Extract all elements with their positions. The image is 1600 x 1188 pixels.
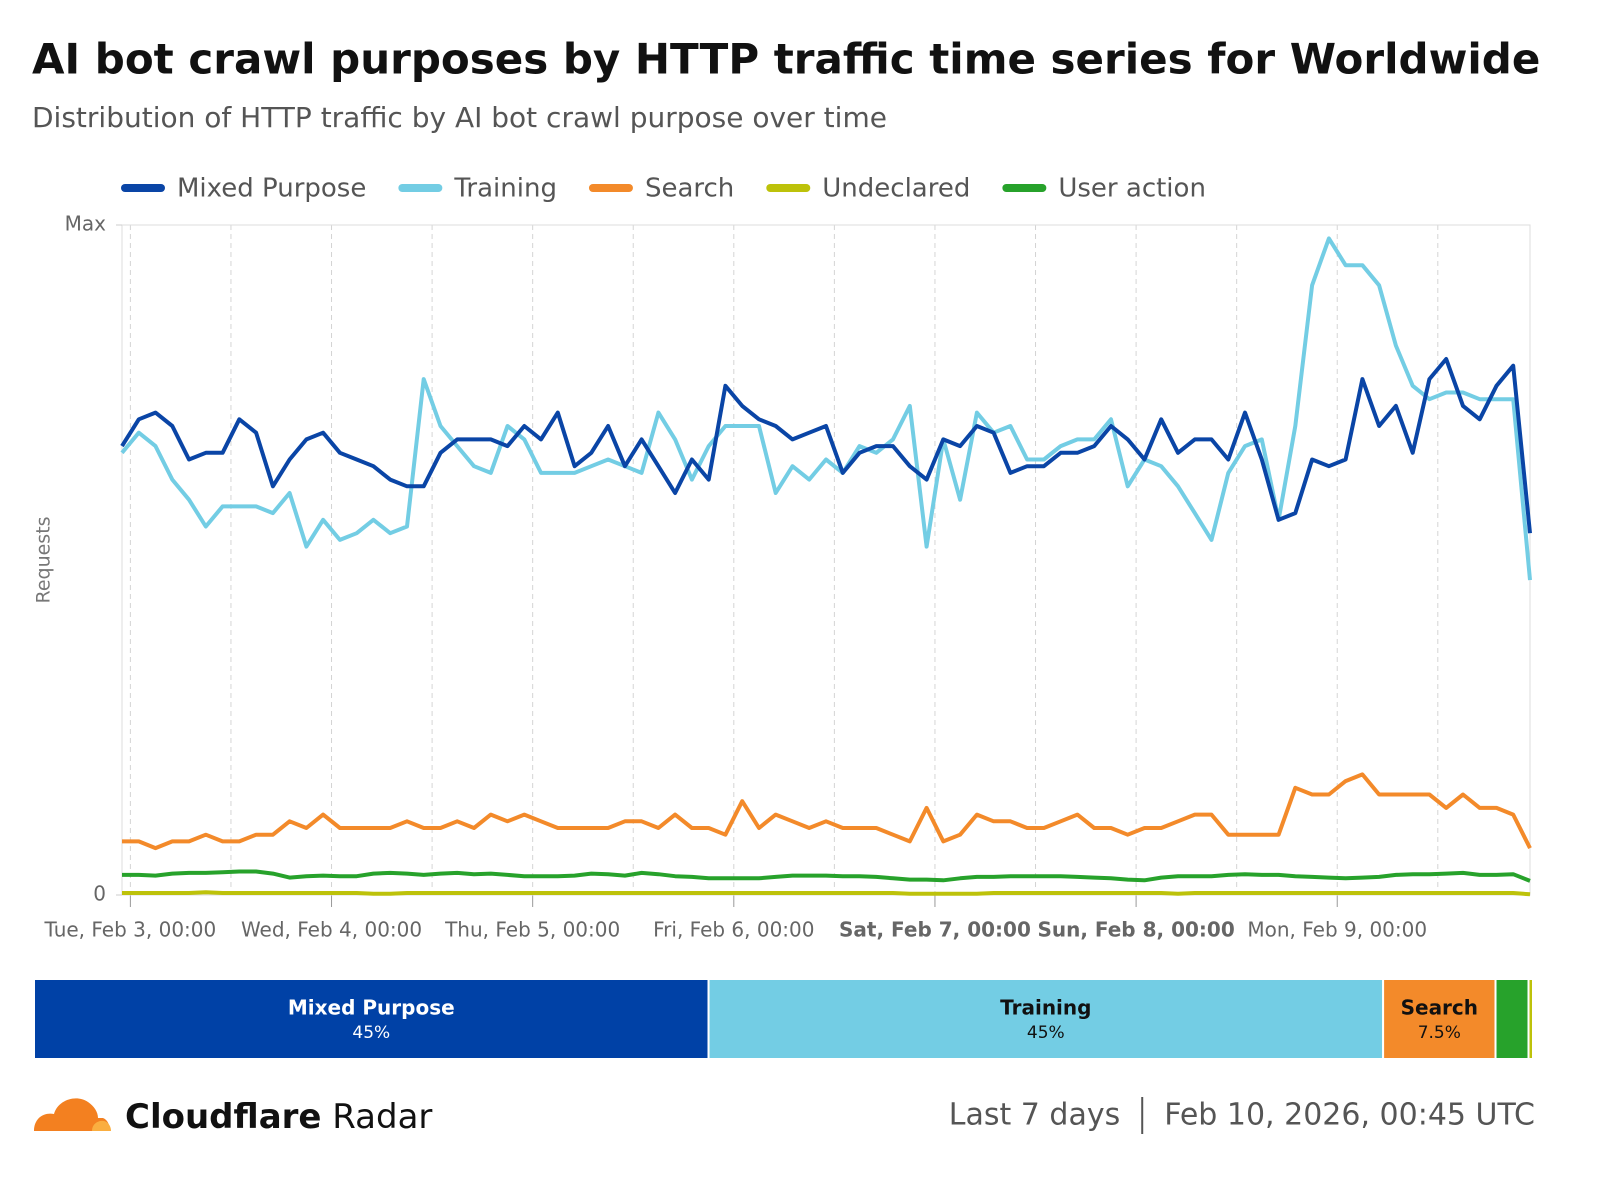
series-line: [120, 236, 1532, 581]
y-tick-label: Max: [65, 212, 107, 236]
x-tick-label: Tue, Feb 3, 00:00: [44, 918, 217, 942]
y-tick-label: 0: [93, 882, 106, 906]
chart-subtitle: Distribution of HTTP traffic by AI bot c…: [32, 101, 887, 134]
share-segment: [707, 978, 1385, 1060]
x-tick-label: Fri, Feb 6, 00:00: [653, 918, 814, 942]
chart-title: AI bot crawl purposes by HTTP traffic ti…: [32, 35, 1540, 84]
legend-label: Training: [453, 174, 557, 204]
series-line: [122, 890, 1531, 897]
segment-value: 45%: [1027, 1023, 1065, 1043]
y-axis-label: Requests: [33, 516, 55, 603]
x-tick-label: Mon, Feb 9, 00:00: [1247, 918, 1427, 942]
segment-value: 45%: [352, 1023, 390, 1043]
segment-name: Mixed Purpose: [288, 996, 455, 1020]
logo: [34, 1098, 111, 1131]
series-line: [120, 357, 1532, 534]
share-segment: [1527, 978, 1535, 1060]
series-line: [122, 869, 1531, 883]
segment-name: Search: [1401, 996, 1478, 1020]
share-segment: [1382, 978, 1497, 1060]
footer-brand: Cloudflare Radar: [125, 1097, 432, 1137]
share-segment: [33, 978, 710, 1060]
legend-label: Search: [645, 174, 734, 204]
share-segment: [1494, 978, 1530, 1060]
series-line: [122, 772, 1532, 851]
footer-period: Last 7 days: [949, 1098, 1120, 1133]
brand-name: Cloudflare: [125, 1097, 321, 1137]
segment-name: Training: [1000, 996, 1091, 1020]
segment-value: 7.5%: [1418, 1023, 1461, 1043]
legend-label: User action: [1058, 174, 1206, 204]
x-tick-label: Thu, Feb 5, 00:00: [444, 918, 620, 942]
footer-timestamp: Feb 10, 2026, 00:45 UTC: [1164, 1098, 1535, 1133]
x-tick-label: Wed, Feb 4, 00:00: [241, 918, 422, 942]
x-tick-label: Sun, Feb 8, 00:00: [1037, 918, 1234, 942]
series-group: [120, 236, 1532, 897]
x-tick-label: Sat, Feb 7, 00:00: [839, 918, 1031, 942]
legend-label: Undeclared: [822, 174, 970, 204]
product-name: Radar: [332, 1097, 432, 1137]
legend-label: Mixed Purpose: [177, 174, 366, 204]
